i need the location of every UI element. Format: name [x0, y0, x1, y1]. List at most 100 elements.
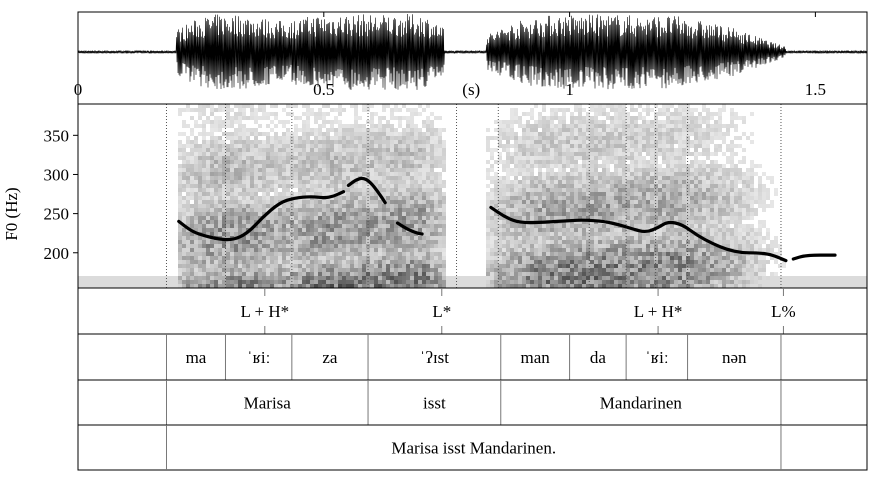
spectrogram-cell [242, 164, 246, 168]
spectrogram-cell [326, 192, 330, 196]
spectrogram-cell [406, 240, 410, 244]
spectrogram-cell [330, 272, 334, 276]
spectrogram-cell [426, 252, 430, 256]
spectrogram-cell [310, 228, 314, 232]
spectrogram-cell [606, 276, 610, 280]
spectrogram-cell [670, 224, 674, 228]
spectrogram-cell [178, 172, 182, 176]
spectrogram-cell [590, 124, 594, 128]
spectrogram-cell [534, 184, 538, 188]
spectrogram-cell [254, 132, 258, 136]
spectrogram-cell [202, 264, 206, 268]
spectrogram-cell [414, 112, 418, 116]
spectrogram-cell [254, 236, 258, 240]
spectrogram-cell [278, 236, 282, 240]
spectrogram-cell [630, 168, 634, 172]
spectrogram-cell [566, 272, 570, 276]
spectrogram-cell [310, 212, 314, 216]
spectrogram-cell [298, 240, 302, 244]
spectrogram-cell [406, 252, 410, 256]
spectrogram-cell [278, 232, 282, 236]
spectrogram-cell [302, 268, 306, 272]
spectrogram-cell [218, 248, 222, 252]
spectrogram-cell [666, 184, 670, 188]
spectrogram-cell [542, 172, 546, 176]
spectrogram-cell [242, 184, 246, 188]
spectrogram-cell [638, 220, 642, 224]
spectrogram-cell [334, 168, 338, 172]
spectrogram-cell [374, 216, 378, 220]
spectrogram-cell [426, 192, 430, 196]
spectrogram-cell [442, 144, 446, 148]
spectrogram-cell [614, 160, 618, 164]
spectrogram-cell [334, 120, 338, 124]
spectrogram-cell [294, 200, 298, 204]
spectrogram-cell [614, 188, 618, 192]
spectrogram-cell [378, 244, 382, 248]
spectrogram-cell [510, 108, 514, 112]
spectrogram-cell [178, 148, 182, 152]
spectrogram-cell [150, 284, 154, 288]
spectrogram-cell [374, 148, 378, 152]
spectrogram-cell [582, 280, 586, 284]
spectrogram-cell [214, 128, 218, 132]
spectrogram-cell [430, 248, 434, 252]
spectrogram-cell [206, 196, 210, 200]
spectrogram-cell [502, 176, 506, 180]
spectrogram-cell [82, 284, 86, 288]
spectrogram-cell [614, 168, 618, 172]
spectrogram-cell [382, 284, 386, 288]
spectrogram-cell [402, 244, 406, 248]
spectrogram-cell [298, 172, 302, 176]
spectrogram-cell [562, 168, 566, 172]
spectrogram-cell [354, 228, 358, 232]
spectrogram-cell [250, 108, 254, 112]
spectrogram-cell [210, 204, 214, 208]
spectrogram-cell [398, 272, 402, 276]
spectrogram-cell [582, 180, 586, 184]
spectrogram-cell [666, 216, 670, 220]
spectrogram-cell [506, 268, 510, 272]
spectrogram-cell [506, 212, 510, 216]
spectrogram-cell [550, 120, 554, 124]
spectrogram-cell [278, 276, 282, 280]
spectrogram-cell [542, 196, 546, 200]
spectrogram-cell [346, 240, 350, 244]
spectrogram-cell [534, 272, 538, 276]
spectrogram-cell [286, 264, 290, 268]
spectrogram-cell [190, 168, 194, 172]
spectrogram-cell [430, 244, 434, 248]
spectrogram-cell [518, 116, 522, 120]
spectrogram-cell [578, 236, 582, 240]
spectrogram-cell [194, 196, 198, 200]
spectrogram-cell [294, 256, 298, 260]
spectrogram-cell [522, 168, 526, 172]
spectrogram-cell [582, 156, 586, 160]
spectrogram-cell [534, 164, 538, 168]
spectrogram-cell [430, 204, 434, 208]
spectrogram-cell [630, 280, 634, 284]
spectrogram-cell [218, 168, 222, 172]
spectrogram-cell [374, 224, 378, 228]
spectrogram-cell [202, 120, 206, 124]
spectrogram-cell [542, 136, 546, 140]
spectrogram-cell [206, 184, 210, 188]
spectrogram-cell [206, 140, 210, 144]
spectrogram-cell [262, 172, 266, 176]
spectrogram-cell [202, 128, 206, 132]
spectrogram-cell [406, 176, 410, 180]
spectrogram-cell [630, 192, 634, 196]
spectrogram-cell [602, 248, 606, 252]
spectrogram-cell [438, 204, 442, 208]
spectrogram-cell [406, 196, 410, 200]
spectrogram-cell [646, 264, 650, 268]
spectrogram-cell [214, 192, 218, 196]
spectrogram-cell [562, 132, 566, 136]
spectrogram-cell [426, 240, 430, 244]
spectrogram-cell [358, 152, 362, 156]
spectrogram-cell [294, 244, 298, 248]
spectrogram-cell [514, 188, 518, 192]
spectrogram-cell [530, 236, 534, 240]
spectrogram-cell [202, 152, 206, 156]
spectrogram-cell [242, 168, 246, 172]
